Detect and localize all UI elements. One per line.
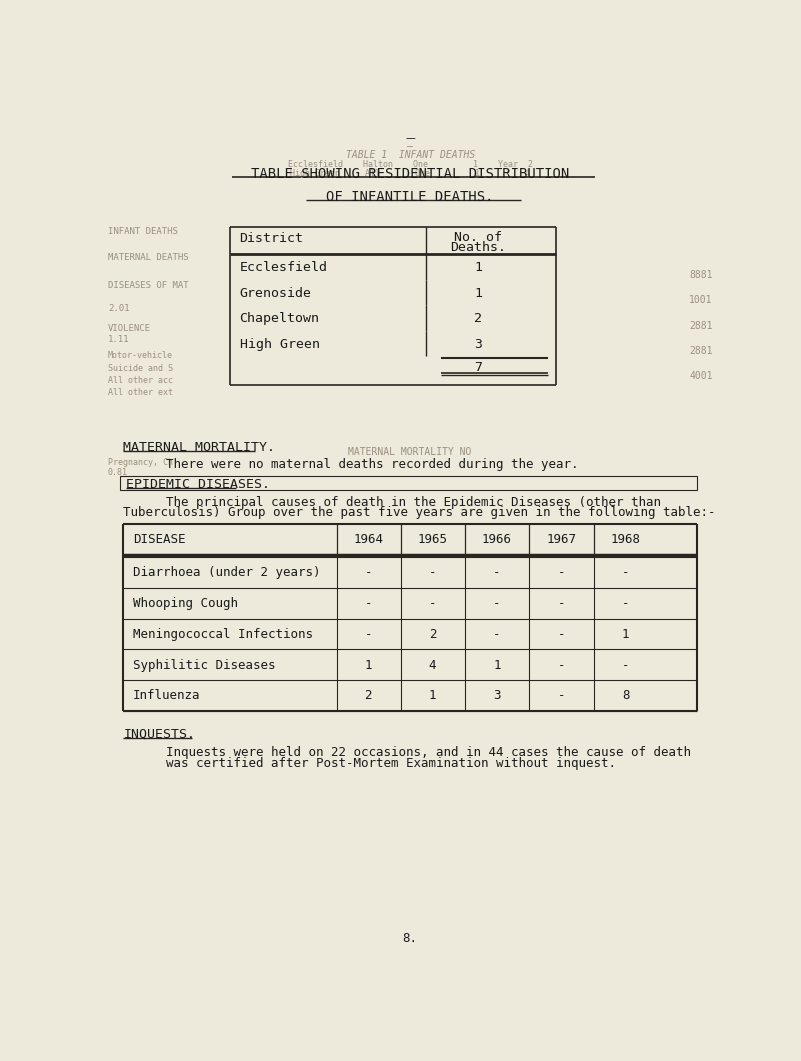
Text: 1964: 1964 xyxy=(353,533,383,546)
Text: 1: 1 xyxy=(474,261,482,275)
Text: 1966: 1966 xyxy=(482,533,512,546)
Text: TABLE SHOWING RESIDENTIAL DISTRIBUTION: TABLE SHOWING RESIDENTIAL DISTRIBUTION xyxy=(251,168,570,181)
Text: Deaths.: Deaths. xyxy=(450,241,506,255)
Text: Ecclesfield    Halton    One         1    Year  2: Ecclesfield Halton One 1 Year 2 xyxy=(288,159,533,169)
Text: Whooping Cough: Whooping Cough xyxy=(133,597,238,610)
Text: Tuberculosis) Group over the past five years are given in the following table:-: Tuberculosis) Group over the past five y… xyxy=(123,506,716,519)
Text: Grenoside: Grenoside xyxy=(239,286,312,299)
Text: Chapeltown: Chapeltown xyxy=(239,312,320,325)
Text: -: - xyxy=(429,597,437,610)
Text: MATERNAL DEATHS: MATERNAL DEATHS xyxy=(108,253,188,262)
Text: INQUESTS.: INQUESTS. xyxy=(123,728,195,741)
Text: Inquests were held on 22 occasions, and in 44 cases the cause of death: Inquests were held on 22 occasions, and … xyxy=(166,746,691,760)
Text: Meningococcal Infections: Meningococcal Infections xyxy=(133,628,312,641)
Text: Motor-vehicle: Motor-vehicle xyxy=(108,350,173,360)
Text: OF INFANTILE DEATHS.: OF INFANTILE DEATHS. xyxy=(326,191,494,205)
Text: MATERNAL MORTALITY.: MATERNAL MORTALITY. xyxy=(123,440,276,454)
Text: 7: 7 xyxy=(474,361,482,373)
Text: 8: 8 xyxy=(622,690,630,702)
Text: -: - xyxy=(493,597,501,610)
Bar xyxy=(119,476,697,490)
Text: -: - xyxy=(557,659,565,672)
Text: 1: 1 xyxy=(474,286,482,299)
Text: -: - xyxy=(557,628,565,641)
Text: 2881: 2881 xyxy=(689,320,713,331)
Text: -: - xyxy=(557,567,565,579)
Text: 2: 2 xyxy=(364,690,372,702)
Text: 1.11: 1.11 xyxy=(108,335,130,344)
Text: -: - xyxy=(493,628,501,641)
Text: Suicide and S: Suicide and S xyxy=(108,365,173,373)
Text: 1: 1 xyxy=(622,628,630,641)
Text: 1: 1 xyxy=(364,659,372,672)
Text: 0.81: 0.81 xyxy=(108,468,128,477)
Text: -: - xyxy=(557,597,565,610)
Text: MATERNAL MORTALITY NO: MATERNAL MORTALITY NO xyxy=(348,447,472,457)
Text: 3: 3 xyxy=(474,337,482,350)
Text: No. of: No. of xyxy=(454,231,502,244)
Text: 1967: 1967 xyxy=(546,533,576,546)
Text: —: — xyxy=(405,134,415,143)
Text: 4001: 4001 xyxy=(689,371,713,381)
Text: -: - xyxy=(557,690,565,702)
Text: 8.: 8. xyxy=(403,932,417,945)
Text: 2.01: 2.01 xyxy=(108,305,130,313)
Text: DISEASE: DISEASE xyxy=(133,533,185,546)
Text: All other acc: All other acc xyxy=(108,376,173,385)
Text: DISEASES OF MAT: DISEASES OF MAT xyxy=(108,281,188,291)
Text: 1: 1 xyxy=(429,690,437,702)
Text: was certified after Post-Mortem Examination without inquest.: was certified after Post-Mortem Examinat… xyxy=(166,758,616,770)
Text: -: - xyxy=(493,567,501,579)
Text: 2: 2 xyxy=(474,312,482,325)
Text: District: District xyxy=(239,232,304,245)
Text: There were no maternal deaths recorded during the year.: There were no maternal deaths recorded d… xyxy=(166,457,578,471)
Text: INFANT DEATHS: INFANT DEATHS xyxy=(108,227,178,237)
Text: VIOLENCE: VIOLENCE xyxy=(108,324,151,333)
Text: 8881: 8881 xyxy=(689,269,713,280)
Text: -: - xyxy=(364,597,372,610)
Text: Diarrhoea (under 2 years): Diarrhoea (under 2 years) xyxy=(133,567,320,579)
Text: 2: 2 xyxy=(429,628,437,641)
Text: 3: 3 xyxy=(493,690,501,702)
Text: 1001: 1001 xyxy=(689,295,713,306)
Text: High Green: High Green xyxy=(239,337,320,350)
Text: 2881: 2881 xyxy=(689,346,713,356)
Text: -: - xyxy=(622,597,630,610)
Text: All other ext: All other ext xyxy=(108,387,173,397)
Text: -: - xyxy=(622,567,630,579)
Text: 1965: 1965 xyxy=(417,533,448,546)
Text: Pregnancy, Ch: Pregnancy, Ch xyxy=(108,458,173,468)
Text: -: - xyxy=(364,567,372,579)
Text: The principal causes of death in the Epidemic Diseases (other than: The principal causes of death in the Epi… xyxy=(166,497,661,509)
Text: Ecclesfield: Ecclesfield xyxy=(239,261,328,275)
Text: -: - xyxy=(622,659,630,672)
Text: -: - xyxy=(429,567,437,579)
Text: Influenza: Influenza xyxy=(133,690,200,702)
Text: —: — xyxy=(407,141,413,151)
Text: 1: 1 xyxy=(493,659,501,672)
Text: Syphilitic Diseases: Syphilitic Diseases xyxy=(133,659,276,672)
Text: 4: 4 xyxy=(429,659,437,672)
Text: TABLE 1  INFANT DEATHS: TABLE 1 INFANT DEATHS xyxy=(345,151,475,160)
Text: -: - xyxy=(364,628,372,641)
Text: High Green     All       One         1         4: High Green All One 1 4 xyxy=(290,169,530,178)
Text: EPIDEMIC DISEASES.: EPIDEMIC DISEASES. xyxy=(126,479,270,491)
Text: 1968: 1968 xyxy=(610,533,641,546)
